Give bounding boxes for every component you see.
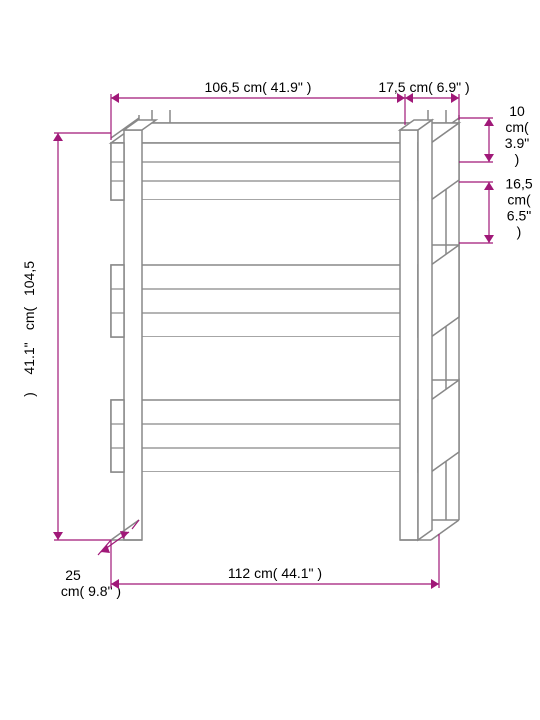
svg-text:3.9": 3.9": [505, 135, 529, 151]
svg-text:): ): [21, 392, 37, 397]
svg-text:106,5 cm( 41.9" ): 106,5 cm( 41.9" ): [205, 79, 312, 95]
svg-text:104,5: 104,5: [21, 261, 37, 296]
svg-text:112 cm( 44.1" ): 112 cm( 44.1" ): [228, 565, 322, 581]
svg-text:6.5": 6.5": [507, 208, 531, 224]
svg-text:25: 25: [65, 567, 81, 583]
svg-text:10: 10: [509, 103, 525, 119]
planter-structure: [111, 110, 459, 540]
svg-text:41.1": 41.1": [21, 342, 37, 374]
svg-text:16,5: 16,5: [505, 176, 532, 192]
svg-text:): ): [517, 224, 522, 240]
svg-text:17,5 cm( 6.9" ): 17,5 cm( 6.9" ): [378, 79, 469, 95]
svg-text:cm( 9.8" ): cm( 9.8" ): [61, 583, 121, 599]
svg-text:cm(: cm(: [505, 119, 529, 135]
svg-text:cm(: cm(: [21, 307, 37, 331]
svg-text:cm(: cm(: [507, 192, 531, 208]
svg-text:): ): [515, 151, 520, 167]
